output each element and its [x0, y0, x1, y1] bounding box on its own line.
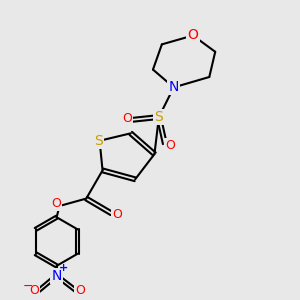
Text: N: N: [51, 268, 62, 283]
Text: S: S: [154, 110, 163, 124]
Text: O: O: [112, 208, 122, 221]
Text: O: O: [51, 196, 61, 209]
Text: +: +: [58, 263, 68, 273]
Text: O: O: [29, 284, 39, 297]
Text: O: O: [75, 284, 85, 297]
Text: −: −: [22, 280, 33, 293]
Text: O: O: [165, 139, 175, 152]
Text: O: O: [122, 112, 132, 125]
Text: N: N: [169, 80, 179, 94]
Text: O: O: [188, 28, 198, 43]
Text: S: S: [94, 134, 103, 148]
